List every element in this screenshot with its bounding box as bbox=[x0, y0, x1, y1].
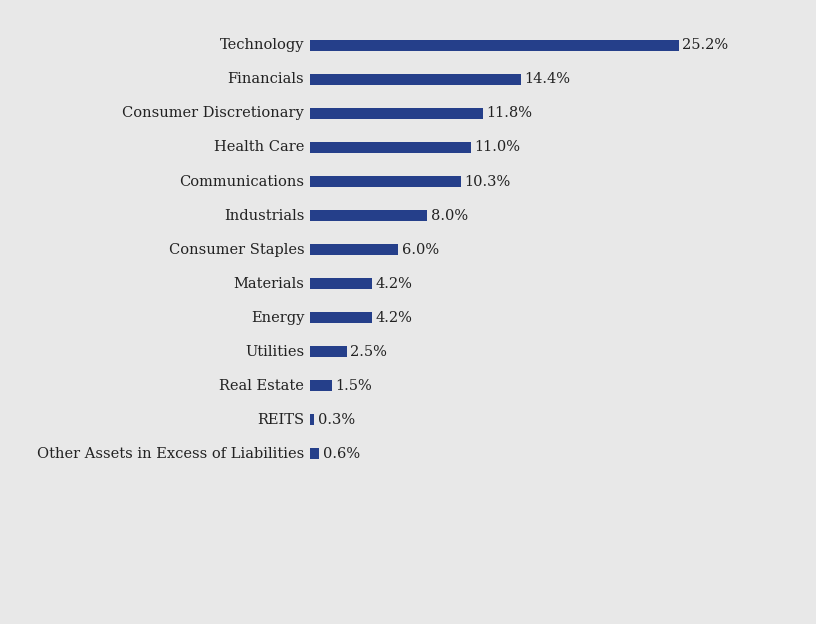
Bar bbox=[310, 244, 398, 255]
Text: Technology: Technology bbox=[220, 39, 304, 52]
Text: 4.2%: 4.2% bbox=[375, 276, 412, 291]
Text: Financials: Financials bbox=[228, 72, 304, 86]
Bar bbox=[310, 142, 471, 153]
Text: Energy: Energy bbox=[251, 311, 304, 324]
Text: 11.8%: 11.8% bbox=[486, 107, 532, 120]
Bar bbox=[310, 176, 461, 187]
Text: 11.0%: 11.0% bbox=[475, 140, 521, 155]
Text: 0.6%: 0.6% bbox=[322, 447, 360, 461]
Bar bbox=[310, 312, 371, 323]
Text: Consumer Discretionary: Consumer Discretionary bbox=[122, 107, 304, 120]
Bar bbox=[310, 278, 371, 289]
Bar bbox=[310, 74, 521, 85]
Text: Materials: Materials bbox=[233, 276, 304, 291]
Bar bbox=[310, 108, 483, 119]
Bar bbox=[310, 380, 332, 391]
Text: 8.0%: 8.0% bbox=[431, 208, 468, 223]
Text: REITS: REITS bbox=[257, 413, 304, 427]
Text: 1.5%: 1.5% bbox=[335, 379, 372, 392]
Bar bbox=[310, 40, 679, 51]
Text: 10.3%: 10.3% bbox=[464, 175, 511, 188]
Text: 6.0%: 6.0% bbox=[401, 243, 439, 256]
Text: 0.3%: 0.3% bbox=[318, 413, 355, 427]
Bar bbox=[310, 449, 319, 459]
Text: 4.2%: 4.2% bbox=[375, 311, 412, 324]
Text: Other Assets in Excess of Liabilities: Other Assets in Excess of Liabilities bbox=[37, 447, 304, 461]
Text: Health Care: Health Care bbox=[214, 140, 304, 155]
Text: Communications: Communications bbox=[180, 175, 304, 188]
Text: 2.5%: 2.5% bbox=[350, 344, 388, 359]
Bar bbox=[310, 210, 427, 221]
Text: Real Estate: Real Estate bbox=[220, 379, 304, 392]
Text: 25.2%: 25.2% bbox=[682, 39, 729, 52]
Text: Utilities: Utilities bbox=[245, 344, 304, 359]
Text: Consumer Staples: Consumer Staples bbox=[169, 243, 304, 256]
Bar bbox=[310, 346, 347, 357]
Text: 14.4%: 14.4% bbox=[525, 72, 570, 86]
Text: Industrials: Industrials bbox=[224, 208, 304, 223]
Bar bbox=[310, 414, 314, 425]
